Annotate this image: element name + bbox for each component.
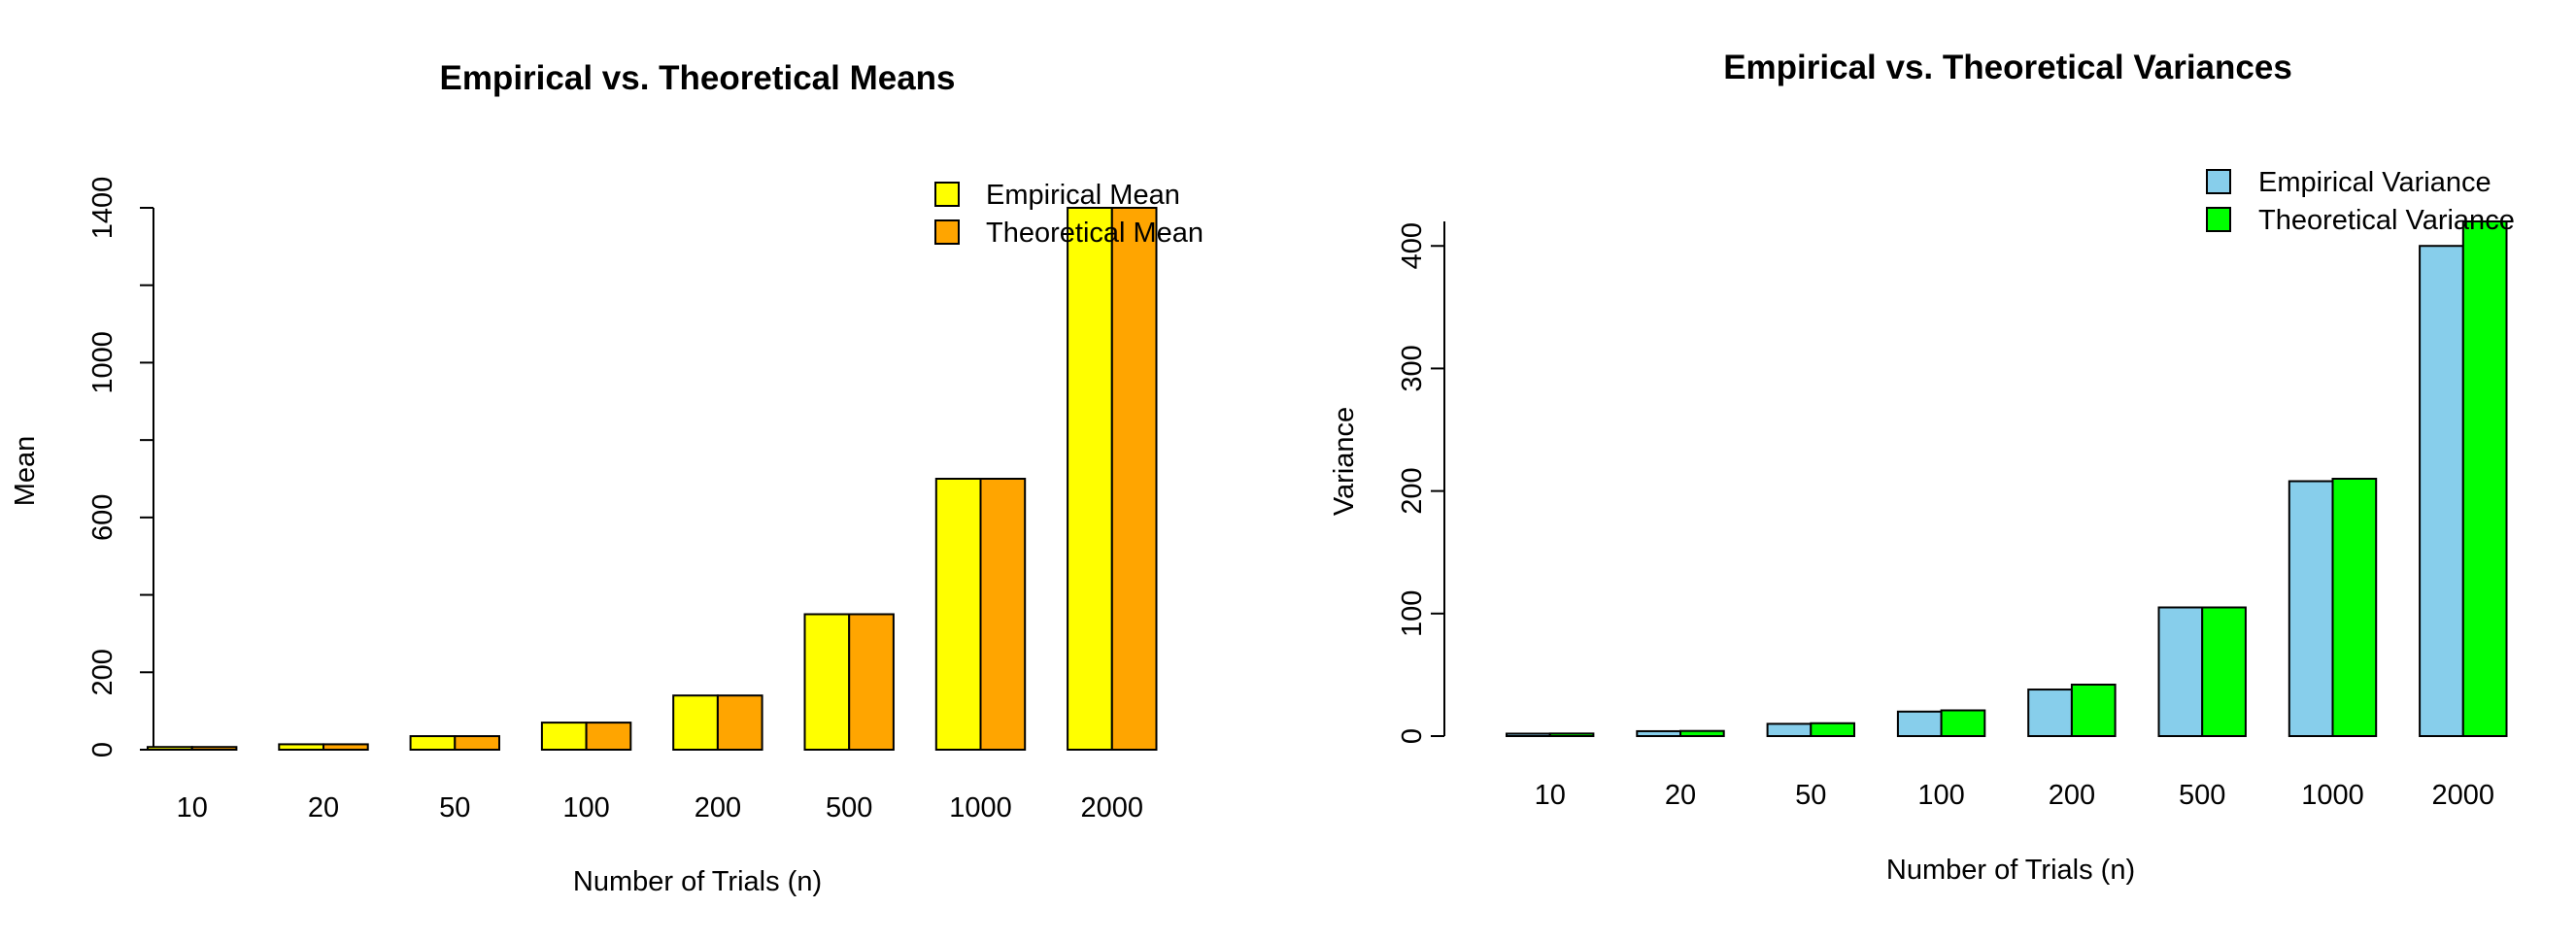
bar [190,746,238,752]
bar [1110,207,1158,751]
x-axis-label: Number of Trials (n) [1886,855,2135,886]
bar [1896,710,1943,737]
bar-series-group [147,207,1158,752]
x-tick-labels: 10 20 50 100 200 500 1000 2000 [177,792,1143,823]
legend-label: Theoretical Variance [2258,205,2515,236]
chart-means: Empirical vs. Theoretical Means Number o… [10,59,1203,897]
x-axis-label: Number of Trials (n) [573,866,822,897]
x-tick-label: 50 [439,792,470,823]
bar [454,735,500,751]
x-tick-label: 10 [177,792,208,823]
y-tick-label: 0 [1397,728,1428,744]
y-tick-label: 1000 [87,331,119,394]
legend-label: Empirical Variance [2258,167,2491,198]
bar [1506,732,1551,738]
x-tick-label: 500 [2179,780,2225,811]
bar [803,613,851,751]
chart-variances: Empirical vs. Theoretical Variances Numb… [1329,49,2515,886]
x-tick-labels: 10 20 50 100 200 500 1000 2000 [1535,780,2494,811]
y-tick-label: 400 [1397,222,1428,269]
x-tick-label: 100 [562,792,609,823]
chart-title: Empirical vs. Theoretical Means [439,59,955,97]
bar [147,746,193,752]
legend-label: Theoretical Mean [986,218,1203,249]
legend-swatch [2206,207,2231,232]
legend-swatch [934,182,960,207]
y-axis: 0 200 600 1000 1400 [87,177,154,757]
legend-swatch [934,219,960,245]
legend-swatch [2206,169,2231,194]
y-axis-label: Mean [10,436,41,507]
x-tick-label: 100 [1917,780,1964,811]
bar [979,478,1027,751]
bar [1940,709,1986,737]
bar [2419,245,2464,737]
x-tick-label: 20 [1665,780,1696,811]
x-tick-label: 1000 [949,792,1012,823]
x-tick-label: 2000 [2432,780,2495,811]
bar [2070,684,2117,737]
bar [2461,220,2508,737]
bar [934,478,982,751]
x-tick-label: 1000 [2301,780,2364,811]
bar [540,722,588,751]
legend: Empirical Variance Theoretical Variance [2206,167,2515,236]
y-tick-label: 1400 [87,177,119,240]
x-tick-label: 20 [308,792,339,823]
y-tick-label: 100 [1397,590,1428,637]
chart-title: Empirical vs. Theoretical Variances [1723,49,2292,86]
bar [672,694,719,752]
bar [278,743,324,751]
x-tick-label: 500 [826,792,872,823]
y-tick-label: 200 [1397,467,1428,514]
bar [1810,722,1856,737]
x-tick-label: 10 [1535,780,1566,811]
y-tick-label: 200 [87,649,119,695]
bar [1067,207,1113,751]
bar [322,743,369,751]
bar [585,722,632,751]
bar [848,613,895,751]
bar [1548,732,1595,737]
bar [1636,729,1682,738]
bar [1679,729,1725,738]
y-axis-label: Variance [1329,407,1360,516]
y-tick-label: 0 [87,742,119,757]
bar [409,735,457,751]
x-tick-label: 200 [2049,780,2095,811]
y-tick-label: 600 [87,494,119,541]
bar [2201,606,2247,737]
y-tick-label: 300 [1397,345,1428,391]
bar [2157,606,2204,737]
bar [2288,480,2334,737]
bar-series-group [1506,220,2508,738]
bar [2027,689,2073,737]
legend: Empirical Mean Theoretical Mean [934,180,1203,249]
x-tick-label: 50 [1795,780,1826,811]
legend-label: Empirical Mean [986,180,1180,211]
bar [716,694,763,752]
x-tick-label: 2000 [1081,792,1144,823]
y-axis: 0 100 200 300 400 [1397,221,1445,744]
bar [2331,478,2378,737]
bar [1766,723,1813,738]
x-tick-label: 200 [695,792,741,823]
